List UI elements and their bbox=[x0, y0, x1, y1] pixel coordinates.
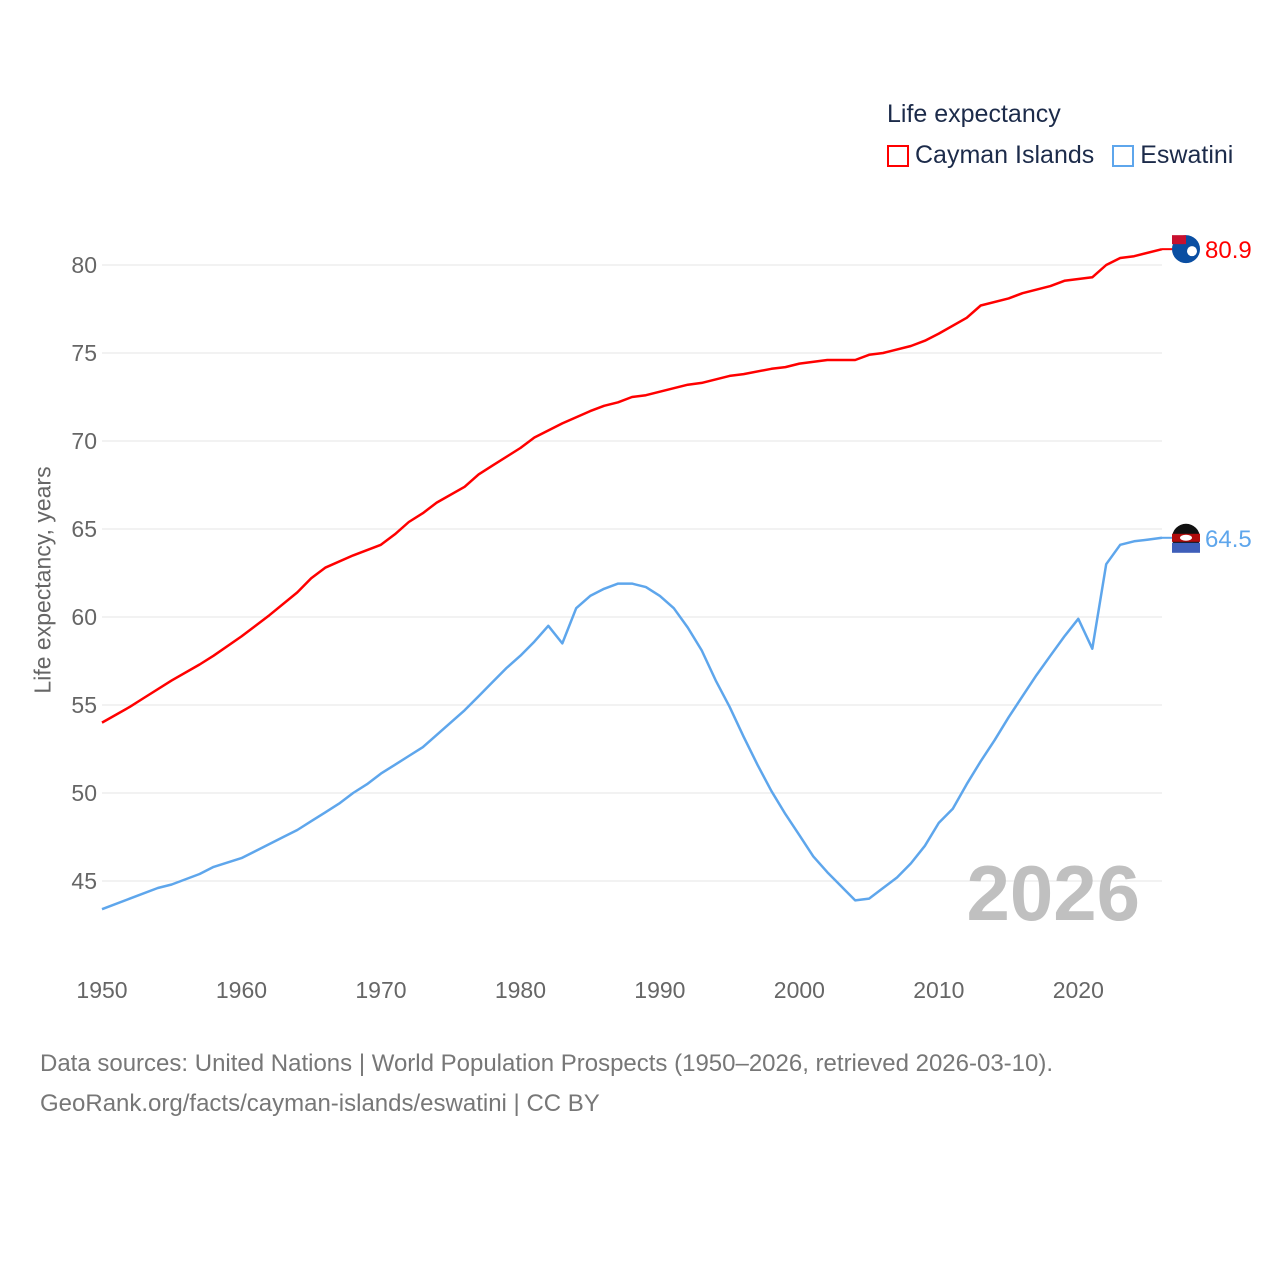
attribution-link[interactable]: GeoRank.org/facts/cayman-islands/eswatin… bbox=[40, 1090, 600, 1117]
end-value-label: 64.5 bbox=[1205, 526, 1252, 553]
x-tick-label: 2000 bbox=[774, 977, 825, 1003]
flag-shield-part bbox=[1180, 534, 1192, 541]
flag-blue-band bbox=[1172, 542, 1200, 553]
legend-swatch-icon bbox=[887, 144, 909, 167]
legend-label: Cayman Islands bbox=[915, 141, 1095, 169]
x-tick-label: 2010 bbox=[913, 977, 964, 1003]
year-watermark: 2026 bbox=[966, 849, 1140, 937]
series-line-cayman-islands bbox=[101, 247, 1163, 724]
flag-union-jack-part bbox=[1172, 235, 1186, 245]
x-tick-label: 1990 bbox=[634, 977, 685, 1003]
legend-item-cayman-islands[interactable]: Cayman Islands bbox=[887, 141, 1094, 170]
x-tick-label: 1950 bbox=[76, 977, 127, 1003]
legend-item-eswatini[interactable]: Eswatini bbox=[1112, 141, 1233, 170]
x-tick-label: 1970 bbox=[355, 977, 406, 1003]
x-tick-label: 1960 bbox=[216, 977, 267, 1003]
y-tick-label: 55 bbox=[71, 692, 97, 718]
x-tick-label: 1980 bbox=[495, 977, 546, 1003]
legend-label: Eswatini bbox=[1140, 141, 1234, 169]
y-tick-label: 65 bbox=[71, 516, 97, 542]
x-tick-label: 2020 bbox=[1053, 977, 1104, 1003]
y-tick-label: 75 bbox=[71, 340, 97, 366]
y-tick-label: 60 bbox=[71, 604, 97, 630]
y-tick-label: 70 bbox=[71, 428, 97, 454]
legend-swatch-icon bbox=[1112, 144, 1135, 167]
y-axis-label: Life expectancy, years bbox=[29, 466, 56, 694]
data-sources-text: Data sources: United Nations | World Pop… bbox=[40, 1050, 1054, 1077]
y-tick-label: 45 bbox=[71, 868, 97, 894]
legend: Life expectancy Cayman Islands Eswatini bbox=[887, 100, 1233, 170]
y-tick-label: 80 bbox=[71, 252, 97, 278]
legend-title: Life expectancy bbox=[887, 100, 1061, 128]
y-tick-label: 50 bbox=[71, 780, 97, 806]
series-line-eswatini bbox=[101, 536, 1163, 911]
flag-crest-part bbox=[1187, 246, 1197, 257]
end-value-label: 80.9 bbox=[1205, 237, 1252, 264]
footer: Data sources: United Nations | World Pop… bbox=[40, 1044, 1053, 1124]
